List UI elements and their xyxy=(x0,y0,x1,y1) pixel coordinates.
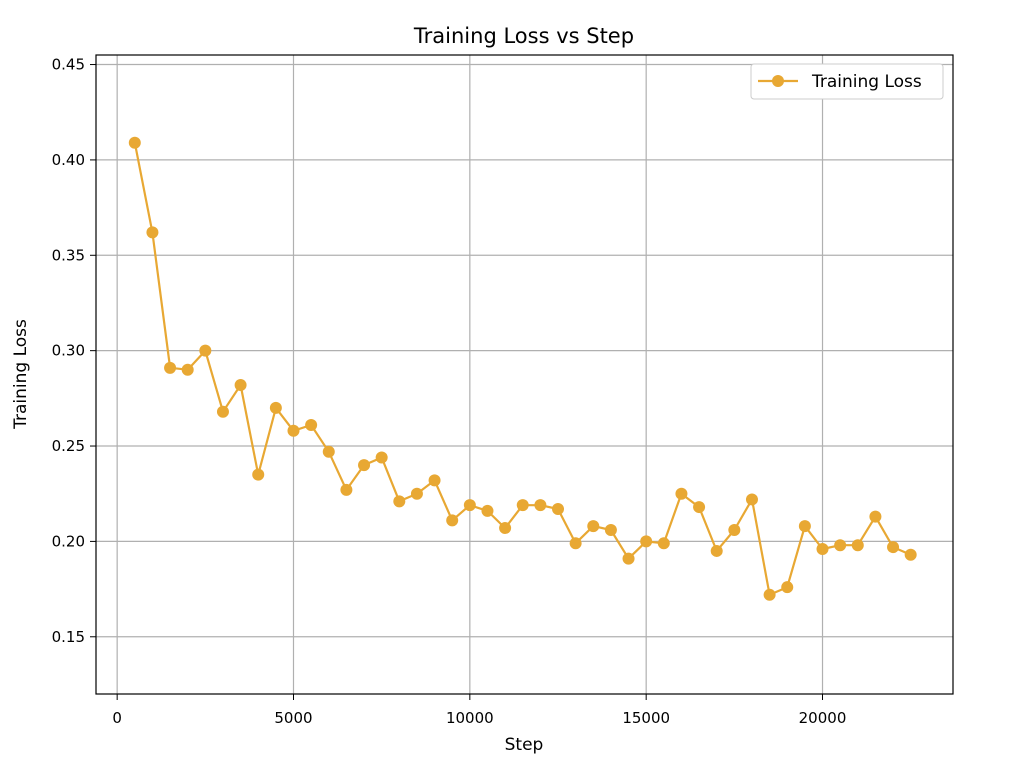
data-point xyxy=(816,543,829,556)
x-tick-label: 10000 xyxy=(446,709,494,727)
y-tick-label: 0.35 xyxy=(52,246,85,264)
data-point xyxy=(393,495,406,508)
data-point xyxy=(622,552,635,565)
axis-ticks: 0 5000 10000 15000 20000 0.15 0.20 0.25 0.30 0.35… xyxy=(52,56,847,727)
data-point xyxy=(745,493,758,506)
data-point xyxy=(710,544,723,557)
data-point xyxy=(728,523,741,536)
grid-lines xyxy=(96,55,953,694)
x-axis-label: Step xyxy=(505,735,544,755)
data-point xyxy=(463,499,476,512)
data-point xyxy=(834,539,847,552)
x-tick-label: 0 xyxy=(112,709,122,727)
data-point xyxy=(305,419,318,432)
data-point xyxy=(410,487,423,500)
data-point xyxy=(552,502,565,515)
x-tick-label: 20000 xyxy=(799,709,847,727)
y-tick-label: 0.40 xyxy=(52,151,85,169)
data-point xyxy=(516,499,529,512)
data-point xyxy=(640,535,653,548)
series-layer xyxy=(128,136,917,601)
y-tick-label: 0.30 xyxy=(52,342,85,360)
y-tick-label: 0.25 xyxy=(52,437,85,455)
data-point xyxy=(199,344,212,357)
data-point xyxy=(851,539,864,552)
legend-box xyxy=(750,63,944,100)
data-point xyxy=(604,523,617,536)
legend-marker-swatch xyxy=(772,75,784,87)
data-point xyxy=(869,510,882,523)
data-point xyxy=(128,136,141,149)
data-point xyxy=(887,541,900,554)
data-point xyxy=(657,537,670,550)
data-point xyxy=(340,483,353,496)
data-point xyxy=(428,474,441,487)
data-point xyxy=(358,459,371,472)
x-tick-label: 5000 xyxy=(274,709,312,727)
data-point xyxy=(693,501,706,514)
y-tick-label: 0.15 xyxy=(52,628,85,646)
data-point xyxy=(375,451,388,464)
data-point xyxy=(798,520,811,533)
legend-entry-training-loss: Training Loss xyxy=(811,72,922,92)
data-point xyxy=(146,226,159,239)
data-point xyxy=(164,361,177,374)
data-point xyxy=(534,499,547,512)
data-point xyxy=(781,581,794,594)
y-tick-label: 0.45 xyxy=(52,56,85,74)
data-point xyxy=(287,424,300,437)
data-point xyxy=(499,522,512,535)
y-tick-label: 0.20 xyxy=(52,532,85,550)
data-point xyxy=(216,405,229,418)
data-point xyxy=(763,588,776,601)
data-point xyxy=(587,520,600,533)
data-point xyxy=(675,487,688,500)
data-point xyxy=(446,514,459,527)
data-point xyxy=(322,445,335,458)
x-tick-label: 15000 xyxy=(622,709,670,727)
data-point xyxy=(252,468,265,481)
chart-title: Training Loss vs Step xyxy=(413,24,634,48)
data-point xyxy=(569,537,582,550)
data-point xyxy=(904,548,917,561)
plot-frame xyxy=(95,54,954,695)
legend: Training Loss xyxy=(750,63,944,100)
data-point xyxy=(181,363,194,376)
data-point xyxy=(234,378,247,391)
y-axis-label: Training Loss xyxy=(11,319,31,430)
data-point xyxy=(481,504,494,517)
data-point xyxy=(269,401,282,414)
